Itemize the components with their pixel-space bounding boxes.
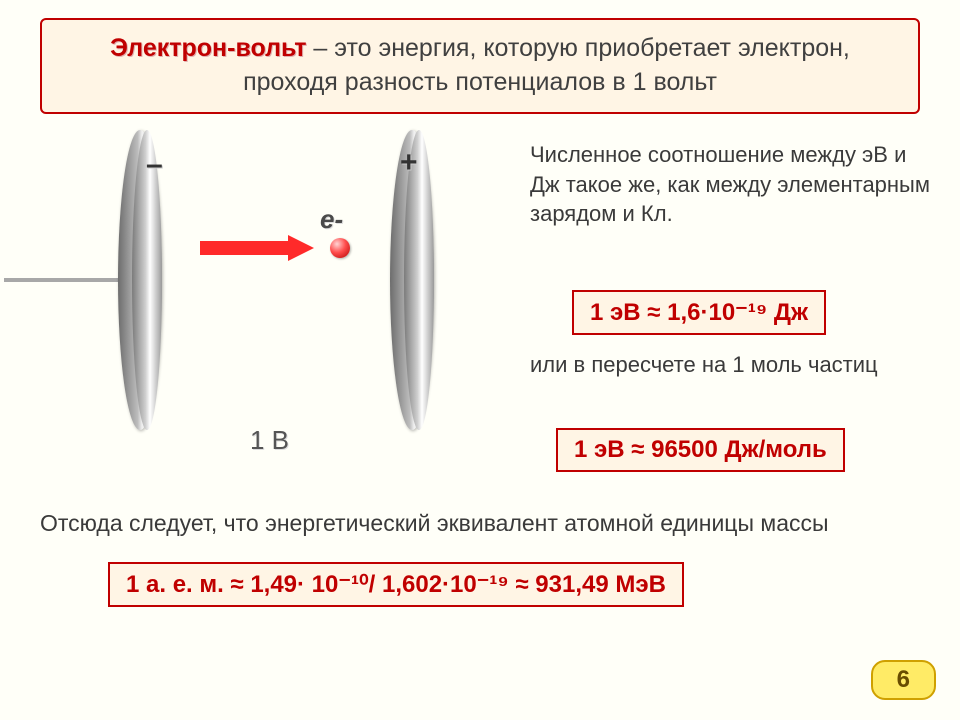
formula-amu-to-mev: 1 а. е. м. ≈ 1,49· 10⁻¹⁰/ 1,602·10⁻¹⁹ ≈ …: [108, 562, 684, 607]
paragraph-mass-energy: Отсюда следует, что энергетический эквив…: [40, 510, 940, 537]
motion-arrow: [200, 240, 310, 256]
paragraph-per-mole: или в пересчете на 1 моль частиц: [530, 350, 940, 380]
page-number-badge: 6: [871, 660, 936, 700]
paragraph-ev-joule-relation: Численное соотношение между эВ и Дж тако…: [530, 140, 940, 229]
electron-particle: [330, 238, 350, 258]
electron-label: e-: [320, 204, 343, 235]
formula-ev-per-mole: 1 эВ ≈ 96500 Дж/моль: [556, 428, 845, 472]
definition-rest: – это энергия, которую приобретает элект…: [243, 34, 850, 96]
plus-sign: +: [400, 146, 418, 180]
minus-sign: –: [146, 148, 163, 182]
term-electron-volt: Электрон-вольт: [110, 34, 306, 62]
capacitor-diagram: – + e- 1 В: [10, 130, 510, 460]
formula-ev-to-joule: 1 эВ ≈ 1,6·10⁻¹⁹ Дж: [572, 290, 826, 335]
definition-box: Электрон-вольт – это энергия, которую пр…: [40, 18, 920, 114]
voltage-label: 1 В: [250, 425, 289, 456]
wire-left: [4, 278, 124, 282]
